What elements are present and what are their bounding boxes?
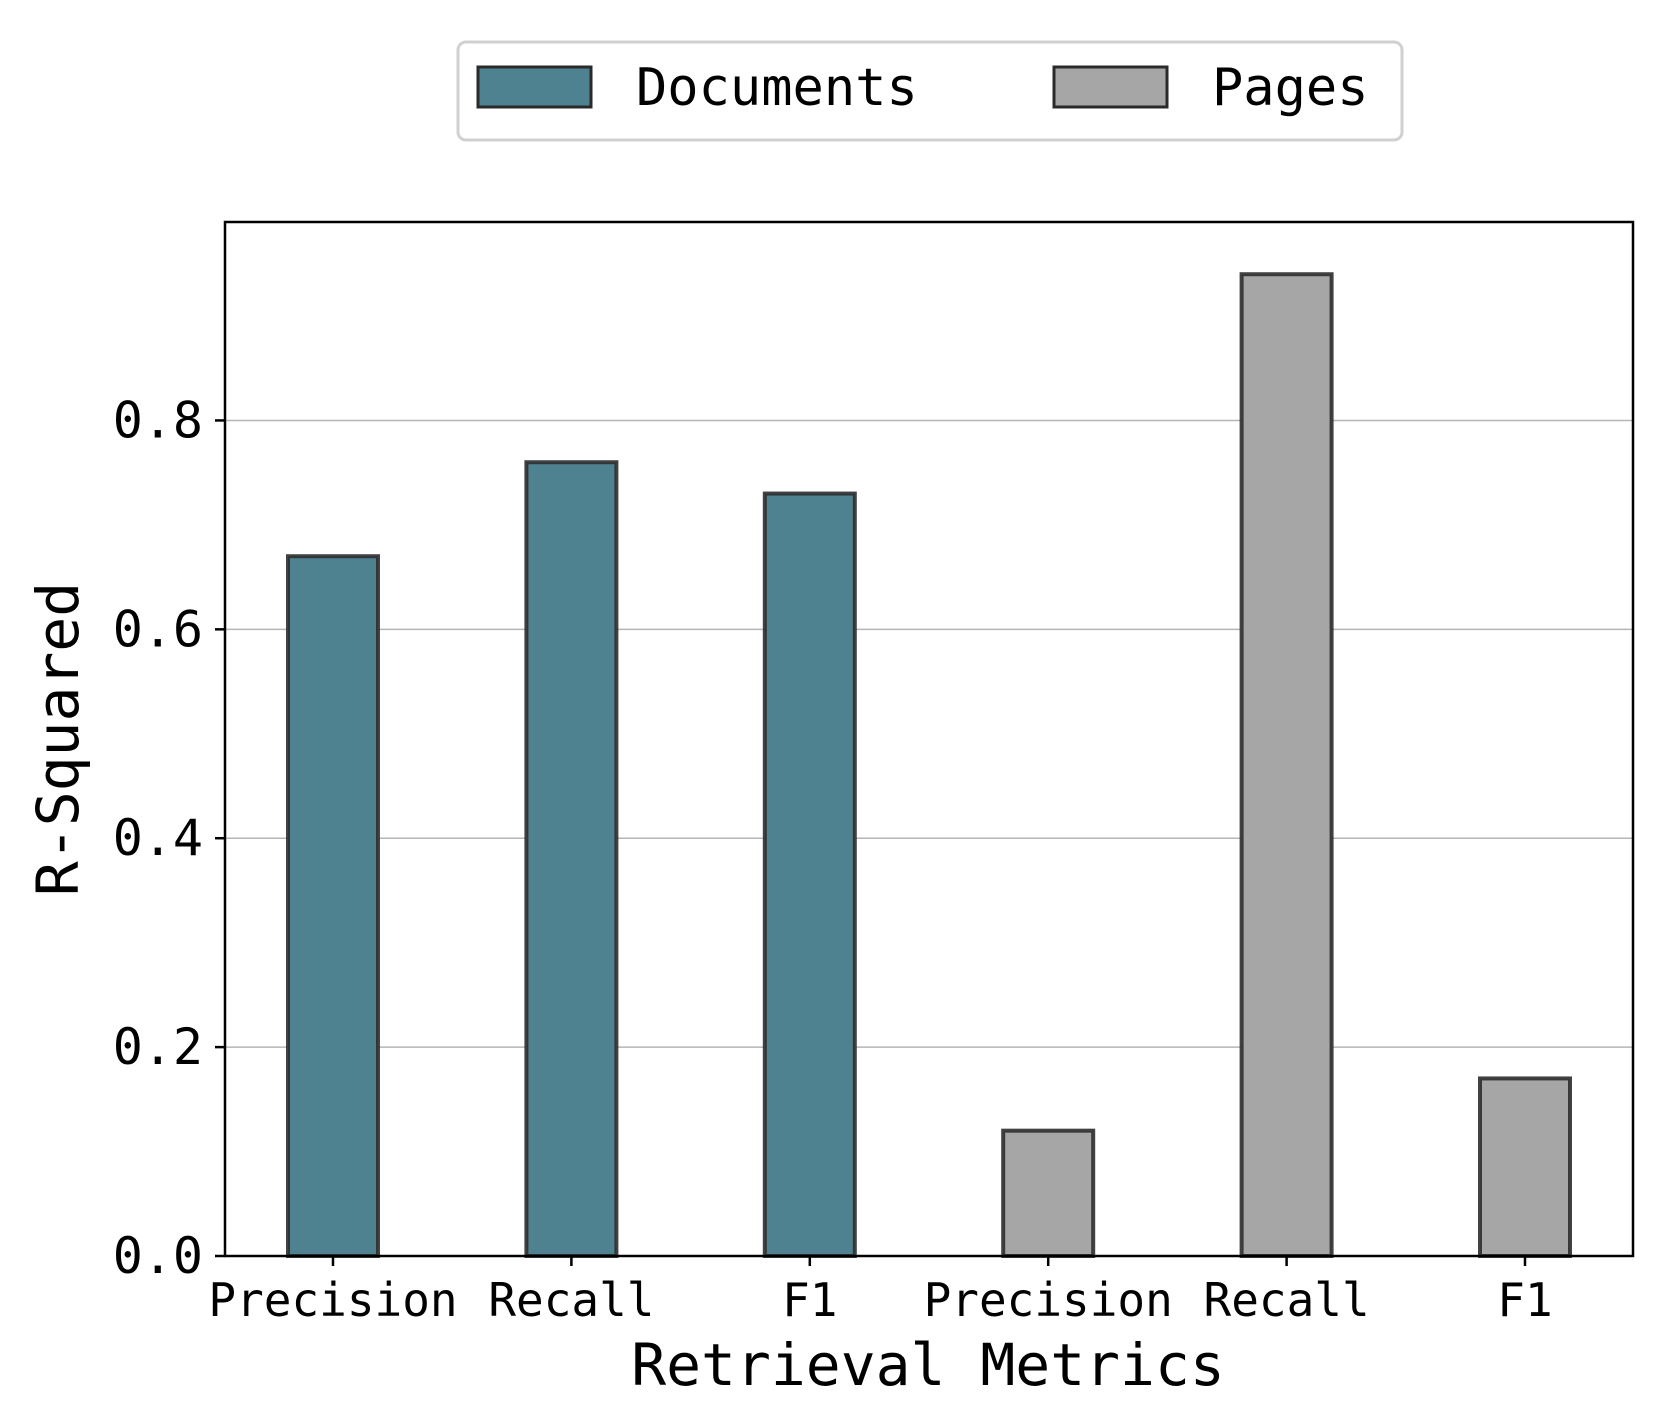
x-tick-label: Recall	[488, 1273, 654, 1327]
x-tick-label: Precision	[924, 1273, 1173, 1327]
y-axis-title: R-Squared	[24, 582, 92, 896]
plot-border	[223, 220, 1635, 1258]
bar-pages-precision	[1001, 1128, 1096, 1258]
legend-swatch-pages	[1052, 65, 1169, 109]
legend-label-pages: Pages	[1212, 58, 1369, 118]
y-tick-label: 0.8	[113, 391, 203, 449]
x-tick-label: Precision	[208, 1273, 457, 1327]
bar-pages-f1	[1478, 1076, 1572, 1259]
bar-documents-precision	[286, 554, 380, 1258]
y-tick-label: 0.2	[113, 1018, 203, 1076]
y-tick-label: 0.6	[113, 600, 203, 658]
bars	[286, 272, 1572, 1259]
legend-swatch-documents	[476, 65, 593, 109]
y-axis: 0.0 0.2 0.4 0.6 0.8	[113, 391, 225, 1285]
bar-documents-recall	[524, 460, 619, 1258]
plot-area: 0.00.20.40.60.8 Precision Recall F1 Precisi…	[113, 220, 1635, 1327]
plot-frame	[225, 222, 1633, 1256]
x-axis: Precision Recall F1 Precision Recall F1	[208, 1256, 1553, 1327]
x-tick-label: F1	[1497, 1273, 1552, 1327]
legend: Documents Pages	[456, 40, 1404, 142]
y-tick-label: 0.4	[113, 809, 203, 867]
gridlines	[225, 419, 1633, 1048]
x-tick-label: Recall	[1204, 1273, 1370, 1327]
bar-documents-f1	[762, 491, 857, 1258]
y-tick-label: 0.0	[113, 1227, 203, 1285]
legend-label-documents: Documents	[636, 58, 918, 118]
x-tick-label: F1	[782, 1273, 837, 1327]
bar-pages-recall	[1239, 272, 1334, 1258]
x-axis-title: Retrieval Metrics	[631, 1331, 1225, 1399]
